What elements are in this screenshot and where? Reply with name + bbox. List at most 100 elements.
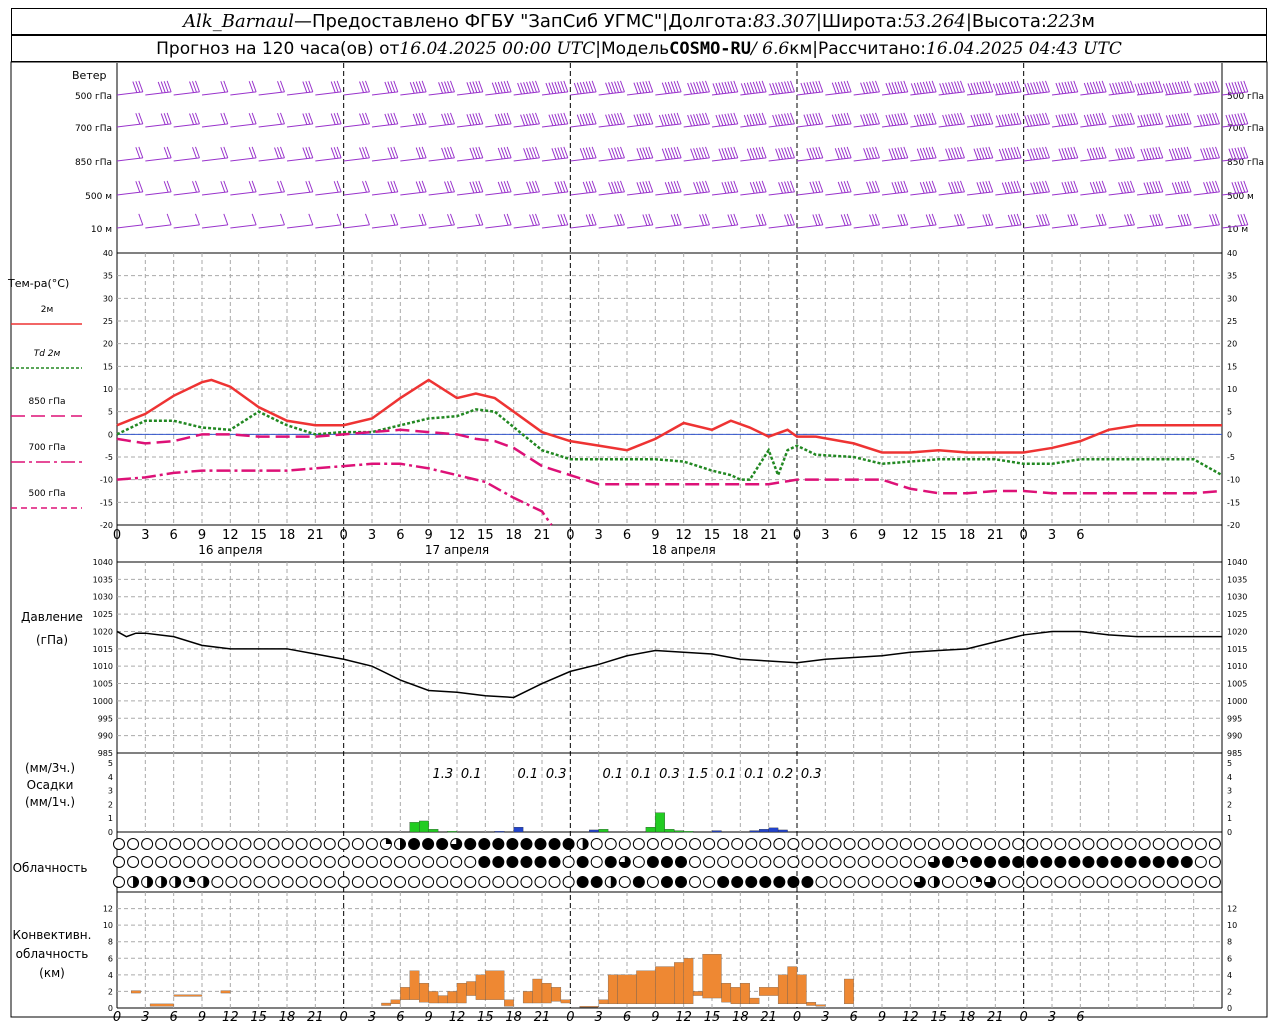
wind-barb-shaft [966,224,993,229]
wind-barb-feather [1231,114,1237,126]
wind-barb-feather [588,147,594,159]
cloud-cover-symbol [197,838,210,850]
wind-barb-feather [576,82,582,94]
conv-cloud-bar [579,1006,599,1008]
wind-barb-feather [277,147,282,159]
wind-barb-feather [676,80,682,93]
wind-barb-feather [995,115,1001,127]
conv-cloud-bar [428,991,439,1004]
wind-barb-feather [251,146,257,159]
wind-barb-feather [948,182,954,194]
wind-barb-shaft [626,157,653,162]
temp-series-line [116,378,1222,454]
wind-barb-feather [746,148,752,160]
wind-barb-feather [1086,82,1092,94]
wind-barb-feather [1183,81,1189,93]
prec-total-label: 0.3 [659,767,680,782]
wind-barb-feather [718,148,724,160]
cloud-cover-symbol [1180,876,1193,888]
wind-barb-feather [988,112,994,125]
wind-barb-feather [1092,113,1098,126]
wind-barb-shaft [1136,191,1163,196]
cloud-cover-symbol [871,876,884,888]
wind-barb-feather [705,80,710,93]
wind-barb-feather [988,180,994,193]
wind-barb-feather [1016,80,1022,93]
cloud-cover-symbol [970,856,983,868]
cloud-cover-symbol [689,856,702,868]
cloud-cover-symbol [590,838,603,850]
wind-barb-shaft [371,123,398,128]
temp-xtick: 6 [396,528,404,543]
temp-ytick-right: -15 [1227,498,1240,507]
wind-barb-shaft [768,157,795,162]
cloud-cover-symbol [113,876,125,888]
cloud-cover-symbol [1096,876,1109,888]
wind-barb-feather [866,147,872,160]
wind-barb-feather [733,146,739,159]
cloud-cover-symbol [478,876,491,888]
cloud-cover-symbol [141,856,154,868]
wind-barb-feather [925,113,931,125]
wind-barb-shaft [796,224,823,229]
wind-barb-feather [1095,214,1101,226]
wind-barb-feather [384,81,390,94]
wind-barb-feather [390,181,396,193]
cloud-cover-symbol [1124,856,1137,868]
conv-ytick: 0 [108,1004,113,1013]
wind-barb-feather [1118,82,1124,94]
cloud-cover-symbol [1194,876,1207,888]
wind-barb-feather [696,147,702,160]
wind-barb-feather [1158,146,1164,159]
conv-cloud-bar [149,1003,174,1007]
wind-barb-shaft [315,123,342,128]
wind-barb-feather [721,182,727,194]
wind-barb-feather [1095,181,1101,193]
wind-barb-feather [393,146,399,159]
wind-barb-shaft [1165,91,1192,96]
wind-barb-shaft [485,157,512,162]
pres-ytick: 985 [98,749,113,758]
wind-barb-feather [582,113,588,126]
cloud-cover-symbol [281,856,294,868]
wind-barb-feather [418,181,424,193]
wind-barb-feather [1001,114,1007,126]
wind-barb-shaft [1136,157,1163,162]
wind-barb-feather [387,181,393,193]
cloud-cover-symbol [520,838,533,850]
wind-barb-shaft [626,224,653,229]
temp-xtick: 18 [959,528,976,543]
wind-barb-shaft [683,157,710,162]
wind-barb-feather [557,214,563,226]
wind-barb-feather [608,182,614,194]
temp-ytick-right: 20 [1227,340,1237,349]
wind-barb-feather [778,148,784,160]
conv-cloud-bar [522,991,533,1004]
temp-xtick: 0 [113,528,121,543]
wind-barb-feather [1180,81,1186,93]
wind-barb-shaft [343,191,370,196]
wind-barb-feather [727,181,733,193]
wind-barb-feather [775,114,781,126]
wind-barb-feather [1197,114,1203,127]
conv-xtick: 21 [760,1010,777,1024]
cloud-cover-fill [619,856,631,868]
cloud-cover-symbol [113,838,125,850]
wind-barb-shaft [1108,224,1135,229]
wind-barb-feather [1004,148,1010,160]
wind-barb-shaft [145,191,172,196]
model-label: Модель [600,38,670,59]
wind-barb-feather [529,181,534,193]
wind-barb-feather [384,113,390,126]
wind-barb-shaft [173,123,200,128]
cloud-cover-symbol [815,838,828,850]
temp-xtick: 9 [198,528,206,543]
wind-barb-feather [336,180,342,193]
wind-barb-shaft [456,191,483,196]
wind-barb-feather [1155,81,1161,93]
wind-barb-feather [922,81,928,94]
wind-barb-feather [985,147,991,159]
pres-ytick: 1035 [93,575,113,584]
wind-barb-feather [702,113,707,125]
wind-barb-feather [1143,148,1149,160]
